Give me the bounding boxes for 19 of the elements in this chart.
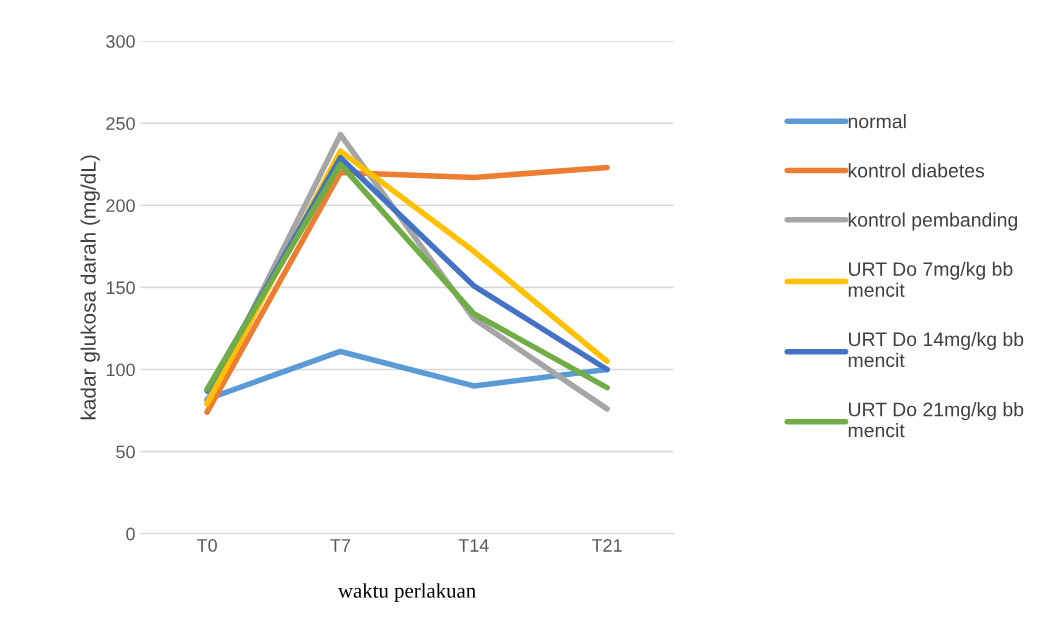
x-tick-label: T21	[591, 539, 622, 552]
x-tick-label: T0	[196, 539, 217, 552]
legend-label: normal	[848, 114, 906, 129]
y-tick-label: 200	[106, 199, 135, 213]
legend-label: URT Do 14mg/kg bb mencit	[848, 331, 1024, 368]
legend-label: kontrol pembanding	[848, 212, 1018, 231]
y-tick-label: 0	[126, 527, 135, 541]
legend-label: kontrol diabetes	[848, 163, 985, 178]
y-axis-title: kadar glukosa darah (mg/dL)	[80, 155, 100, 420]
y-tick-label: 250	[106, 117, 135, 130]
x-tick-label: T14	[458, 539, 489, 552]
x-tick-label: T7	[330, 539, 351, 552]
legend-label: URT Do 21mg/kg bb mencit	[848, 402, 1024, 438]
y-tick-label: 300	[106, 35, 135, 48]
y-tick-label: 50	[116, 445, 135, 459]
legend-label: URT Do 7mg/kg bb mencit	[848, 261, 1013, 297]
y-tick-label: 150	[106, 281, 135, 295]
y-tick-label: 100	[106, 363, 135, 377]
x-axis-title: waktu perlakuan	[337, 583, 476, 603]
